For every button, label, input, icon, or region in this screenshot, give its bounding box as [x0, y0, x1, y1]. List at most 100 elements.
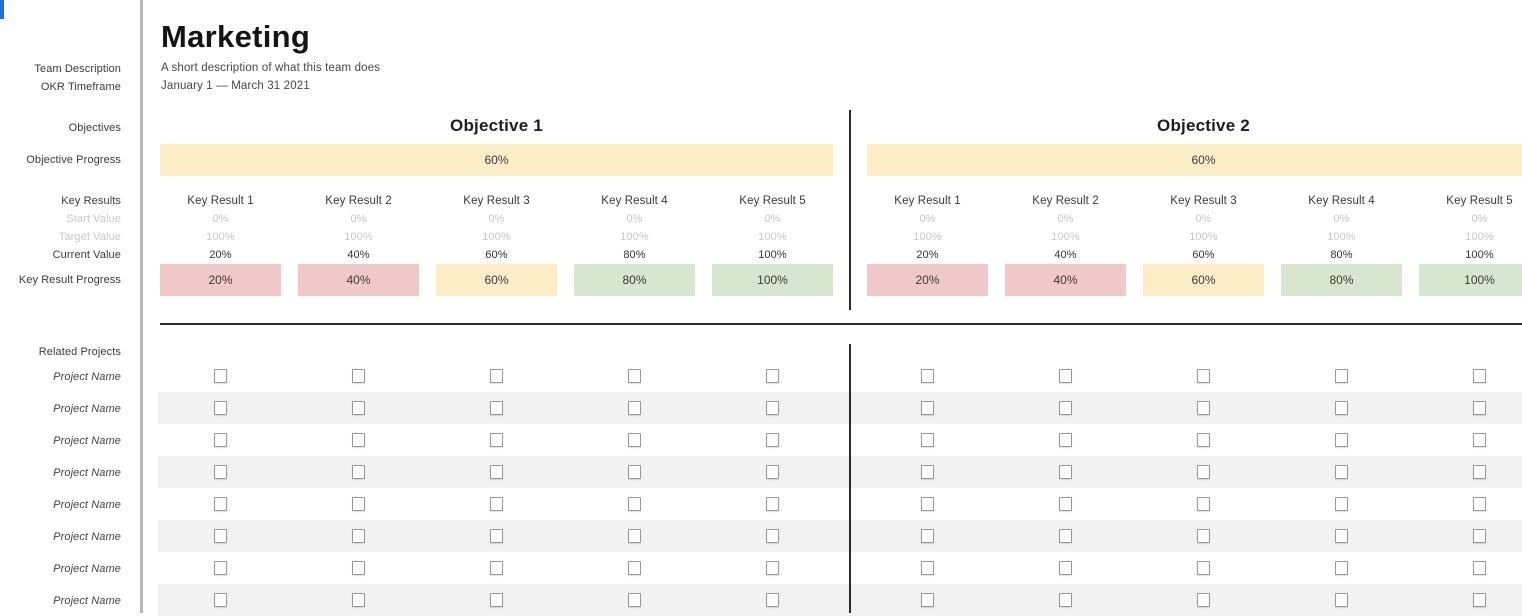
project-checkbox[interactable] [490, 401, 503, 415]
project-checkbox[interactable] [1335, 401, 1348, 415]
project-checkbox[interactable] [628, 529, 641, 543]
project-checkbox[interactable] [921, 561, 934, 575]
project-checkbox[interactable] [1059, 497, 1072, 511]
project-checkbox[interactable] [921, 497, 934, 511]
key-result-progress-bar: 20% [867, 264, 988, 296]
key-result-target-value: 100% [1189, 231, 1218, 243]
project-checkbox[interactable] [1335, 465, 1348, 479]
key-result-start-value: 0% [488, 213, 505, 225]
key-result-name: Key Result 1 [894, 195, 961, 207]
project-checkbox[interactable] [1197, 465, 1210, 479]
project-checkbox[interactable] [1335, 593, 1348, 607]
project-checkbox[interactable] [921, 529, 934, 543]
project-checkbox[interactable] [1473, 497, 1486, 511]
project-checkbox[interactable] [1059, 465, 1072, 479]
project-checkbox[interactable] [1473, 529, 1486, 543]
project-checkbox[interactable] [214, 433, 227, 447]
sidebar-label-project-name: Project Name [53, 403, 121, 415]
project-checkbox[interactable] [921, 369, 934, 383]
project-checkbox[interactable] [214, 593, 227, 607]
key-result-current-value: 80% [623, 249, 646, 261]
project-checkbox[interactable] [766, 433, 779, 447]
sidebar-label-project-name: Project Name [53, 371, 121, 383]
project-checkbox[interactable] [628, 465, 641, 479]
project-checkbox[interactable] [490, 529, 503, 543]
project-checkbox[interactable] [1197, 401, 1210, 415]
key-result-start-value: 0% [626, 213, 643, 225]
projects-column-divider [849, 344, 851, 613]
project-checkbox[interactable] [1197, 433, 1210, 447]
project-checkbox[interactable] [766, 465, 779, 479]
project-checkbox[interactable] [1059, 369, 1072, 383]
key-result-column: Key Result 5 0% 100% 100% 100% [1419, 195, 1522, 310]
project-checkbox[interactable] [352, 433, 365, 447]
project-checkbox[interactable] [352, 401, 365, 415]
project-checkbox[interactable] [1335, 369, 1348, 383]
project-checkbox[interactable] [1059, 529, 1072, 543]
project-checkbox[interactable] [1473, 369, 1486, 383]
project-checkbox[interactable] [921, 465, 934, 479]
project-checkbox[interactable] [628, 401, 641, 415]
project-checkbox[interactable] [1335, 561, 1348, 575]
project-checkbox[interactable] [1197, 497, 1210, 511]
team-description: A short description of what this team do… [161, 62, 381, 74]
project-checkbox[interactable] [490, 369, 503, 383]
project-checkbox[interactable] [214, 465, 227, 479]
project-checkbox[interactable] [766, 561, 779, 575]
project-checkbox[interactable] [1335, 529, 1348, 543]
project-checkbox[interactable] [490, 433, 503, 447]
project-checkbox[interactable] [352, 529, 365, 543]
project-checkbox[interactable] [628, 593, 641, 607]
project-checkbox[interactable] [1335, 433, 1348, 447]
key-result-current-value: 60% [485, 249, 508, 261]
project-checkbox[interactable] [1473, 561, 1486, 575]
project-checkbox[interactable] [766, 529, 779, 543]
project-checkbox[interactable] [1197, 529, 1210, 543]
key-result-name: Key Result 4 [601, 195, 668, 207]
project-checkbox[interactable] [1059, 401, 1072, 415]
project-checkbox[interactable] [766, 593, 779, 607]
key-result-start-value: 0% [1195, 213, 1212, 225]
key-result-target-value: 100% [344, 231, 373, 243]
objective-divider [849, 110, 851, 310]
project-checkbox[interactable] [1473, 465, 1486, 479]
project-checkbox[interactable] [1473, 593, 1486, 607]
project-checkbox[interactable] [628, 561, 641, 575]
project-checkbox[interactable] [490, 593, 503, 607]
project-checkbox[interactable] [1473, 401, 1486, 415]
project-checkbox[interactable] [214, 369, 227, 383]
project-checkbox[interactable] [214, 561, 227, 575]
project-checkbox[interactable] [921, 433, 934, 447]
project-checkbox[interactable] [214, 529, 227, 543]
project-checkbox[interactable] [1335, 497, 1348, 511]
project-checkbox[interactable] [766, 497, 779, 511]
project-checkbox[interactable] [628, 497, 641, 511]
project-checkbox[interactable] [490, 465, 503, 479]
project-checkbox[interactable] [352, 593, 365, 607]
project-checkbox[interactable] [1197, 561, 1210, 575]
project-checkbox[interactable] [490, 561, 503, 575]
project-checkbox[interactable] [490, 497, 503, 511]
project-checkbox[interactable] [1197, 369, 1210, 383]
project-checkbox[interactable] [214, 401, 227, 415]
project-checkbox[interactable] [766, 401, 779, 415]
key-result-target-value: 100% [482, 231, 511, 243]
project-checkbox[interactable] [921, 593, 934, 607]
project-checkbox[interactable] [352, 561, 365, 575]
project-checkbox[interactable] [352, 369, 365, 383]
sidebar-label-start-value: Start Value [66, 213, 121, 225]
project-checkbox[interactable] [921, 401, 934, 415]
project-checkbox[interactable] [766, 369, 779, 383]
project-checkbox[interactable] [1059, 433, 1072, 447]
project-checkbox[interactable] [214, 497, 227, 511]
project-checkbox[interactable] [628, 433, 641, 447]
sidebar-label-current-value: Current Value [52, 249, 121, 261]
project-checkbox[interactable] [352, 465, 365, 479]
project-checkbox[interactable] [628, 369, 641, 383]
project-checkbox[interactable] [1473, 433, 1486, 447]
project-checkbox[interactable] [1059, 561, 1072, 575]
project-checkbox[interactable] [1197, 593, 1210, 607]
project-checkbox[interactable] [1059, 593, 1072, 607]
project-row [158, 424, 1522, 456]
project-checkbox[interactable] [352, 497, 365, 511]
